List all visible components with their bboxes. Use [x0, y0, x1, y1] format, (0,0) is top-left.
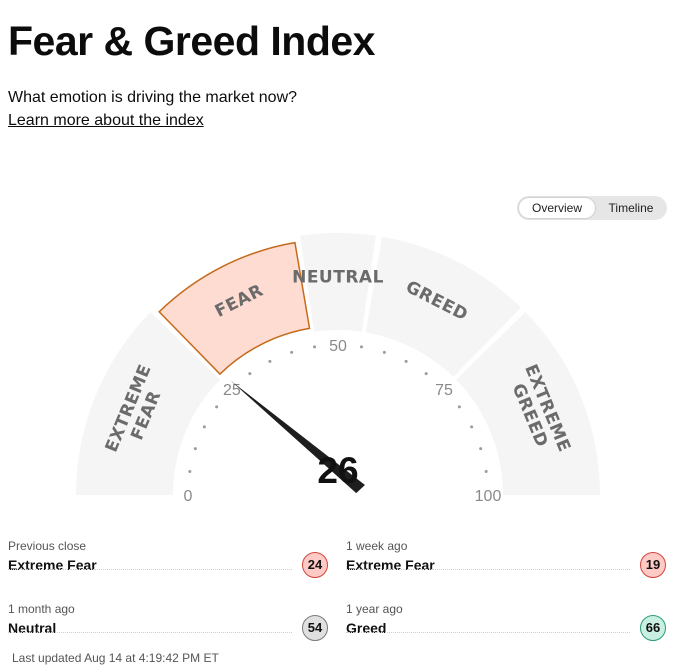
history-1-week-ago: 1 week ago Extreme Fear 19 — [346, 539, 666, 583]
history-1-month-ago: 1 month ago Neutral 54 — [8, 602, 328, 646]
gauge-tick — [470, 425, 474, 429]
gauge-needle — [230, 380, 365, 494]
history-label: 1 year ago — [346, 602, 403, 616]
history-score-badge: 66 — [640, 615, 666, 641]
gauge-tick — [404, 359, 408, 363]
gauge-tick — [248, 372, 252, 376]
gauge-segment-greed — [365, 236, 522, 377]
gauge-tick — [457, 405, 461, 409]
gauge-tick — [290, 350, 294, 354]
gauge-tick — [382, 350, 386, 354]
history-score-badge: 19 — [640, 552, 666, 578]
history-label: 1 month ago — [8, 602, 75, 616]
gauge-tick — [193, 447, 197, 451]
gauge-segment-extreme-fear — [76, 311, 220, 495]
gauge-scale-label: 50 — [329, 338, 347, 355]
learn-more-link[interactable]: Learn more about the index — [8, 112, 204, 129]
dotted-divider — [346, 632, 630, 633]
gauge-tick — [359, 345, 363, 349]
gauge-scale-label: 75 — [435, 382, 453, 399]
gauge-segment-extreme-greed — [456, 311, 600, 495]
overview-tab[interactable]: Overview — [519, 198, 595, 218]
history-rating: Extreme Fear — [8, 557, 97, 573]
history-rating: Extreme Fear — [346, 557, 435, 573]
history-1-year-ago: 1 year ago Greed 66 — [346, 602, 666, 646]
history-score-badge: 24 — [302, 552, 328, 578]
history-score-badge: 54 — [302, 615, 328, 641]
history-rating: Greed — [346, 620, 387, 636]
gauge-tick — [202, 425, 206, 429]
gauge-tick — [268, 359, 272, 363]
history-label: Previous close — [8, 539, 87, 553]
gauge-segment-fear — [158, 241, 311, 376]
timeline-tab[interactable]: Timeline — [608, 201, 654, 215]
gauge-segment-neutral — [300, 233, 376, 332]
gauge-scale-label: 100 — [475, 488, 502, 505]
last-updated: Last updated Aug 14 at 4:19:42 PM ET — [12, 651, 219, 665]
gauge-scale-label: 0 — [184, 488, 193, 505]
view-toggle: Overview Timeline — [517, 196, 667, 220]
gauge-tick — [215, 405, 219, 409]
gauge-tick — [188, 470, 192, 474]
history-rating: Neutral — [8, 620, 57, 636]
dotted-divider — [346, 569, 630, 570]
gauge-tick — [313, 345, 317, 349]
gauge-segment-label: NEUTRAL — [292, 268, 384, 288]
page-title: Fear & Greed Index — [8, 18, 375, 64]
history-previous-close: Previous close Extreme Fear 24 — [8, 539, 328, 583]
dotted-divider — [8, 569, 292, 570]
gauge-score: 26 — [317, 450, 358, 491]
gauge-tick — [424, 372, 428, 376]
page-subtitle: What emotion is driving the market now? — [8, 89, 298, 106]
dotted-divider — [8, 632, 292, 633]
gauge-scale-label: 25 — [223, 382, 241, 399]
gauge-tick — [484, 470, 488, 474]
gauge-tick — [479, 447, 483, 451]
history-label: 1 week ago — [346, 539, 408, 553]
